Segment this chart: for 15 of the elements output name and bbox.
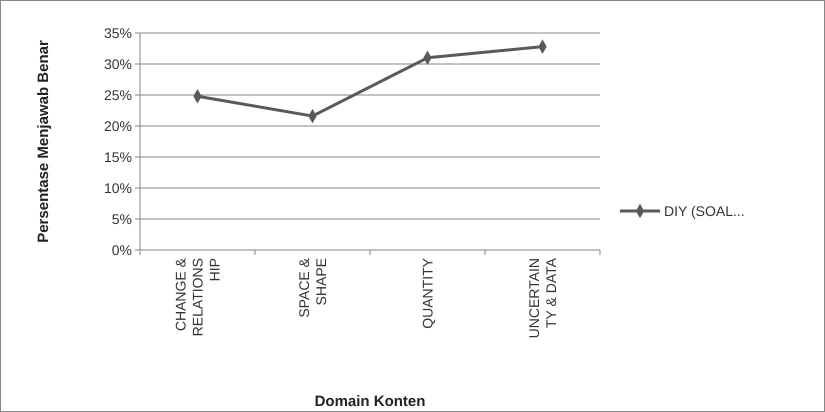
y-tick-label: 0% <box>112 242 132 258</box>
x-tick-label: QUANTITY <box>420 257 436 329</box>
y-tick-label: 35% <box>104 24 132 41</box>
y-tick-label: 5% <box>112 210 132 227</box>
x-axis-title: Domain Konten <box>314 393 426 410</box>
y-tick-label: 25% <box>104 86 132 103</box>
y-tick-label: 10% <box>104 180 132 196</box>
y-tick-label: 30% <box>104 56 132 72</box>
legend-label: DIY (SOAL... <box>664 202 745 219</box>
y-tick-label: 15% <box>104 148 132 165</box>
x-tick-label: CHANGE & RELATIONS HIP <box>172 257 222 336</box>
y-axis-title: Persentase Menjawab Benar <box>35 40 52 243</box>
y-tick-label: 20% <box>104 118 132 134</box>
x-tick-label: UNCERTAIN TY & DATA <box>526 257 559 338</box>
x-tick-label: SPACE & SHAPE <box>296 257 329 318</box>
